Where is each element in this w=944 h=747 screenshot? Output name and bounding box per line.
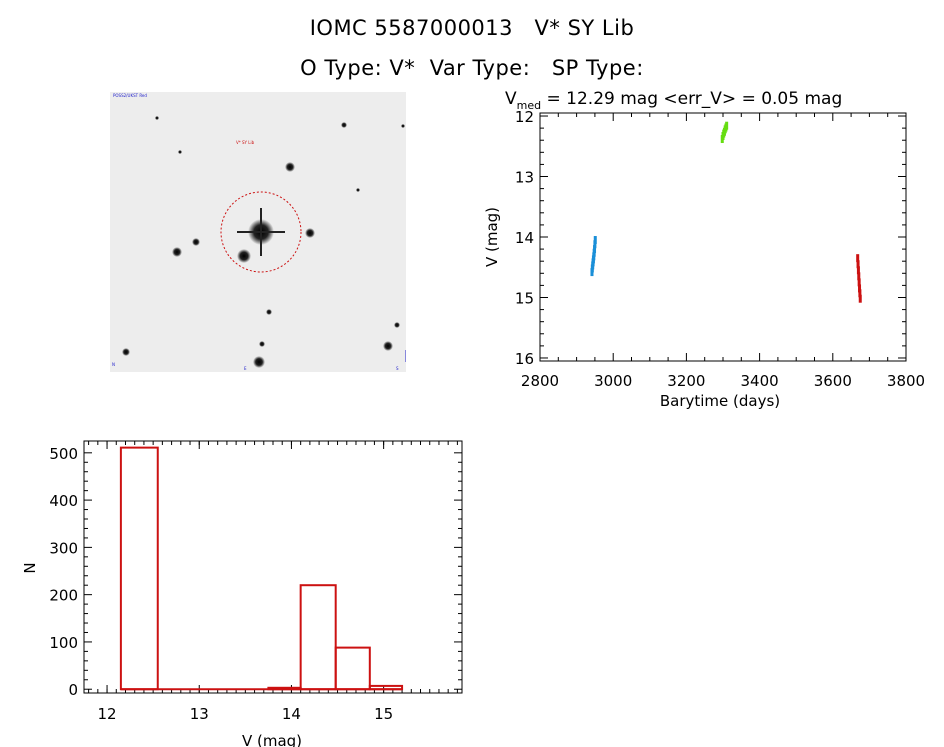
data-point [856,254,860,263]
y-tick-label: 12 [515,108,534,126]
data-point [590,264,594,273]
histogram-bar [368,684,404,691]
y-tick-label: 400 [49,492,78,510]
x-tick-label: 14 [282,705,301,723]
x-axis-label: V (mag) [242,732,302,747]
histogram-bar [119,446,159,691]
series-1 [720,121,729,144]
target-label: V* SY Lib [236,140,255,145]
x-tick-label: 15 [374,705,393,723]
y-tick-label: 100 [49,634,78,652]
plot-frame [539,112,907,362]
y-tick-label: 500 [49,445,78,463]
y-axis-label: V (mag) [483,207,501,267]
data-point [856,266,860,275]
x-tick-label: 3000 [594,372,632,390]
histogram-bar [267,686,302,691]
data-point [721,131,725,140]
object-type-subtitle: O Type: V* Var Type: SP Type: [300,56,644,80]
data-point [593,236,597,245]
data-point [592,248,596,257]
plot-frame [83,440,463,694]
y-tick-label: 16 [515,350,534,368]
data-point [593,245,597,254]
svg-text:E: E [244,366,247,371]
target-aperture-circle [220,191,302,273]
data-point [591,255,595,264]
data-point [858,294,862,303]
y-tick-label: 300 [49,539,78,557]
series-2 [856,254,862,303]
chart-title: IOMC 5587000013 V* SY Lib [309,16,635,40]
x-tick-label: 3600 [814,372,852,390]
diffraction-spikes [237,208,285,256]
data-point [858,289,862,298]
data-point [858,284,862,293]
y-axis-label: N [21,562,39,573]
data-point [723,125,727,134]
data-point [724,123,728,132]
y-tick-label: 0 [68,681,78,699]
x-tick-label: 2800 [521,372,559,390]
x-tick-label: 12 [98,705,117,723]
y-tick-label: 200 [49,587,78,605]
data-point [857,272,861,281]
data-point [722,129,726,138]
sky-image-panel: V* SY Lib POSS2/UKST Red N E S [110,92,406,372]
y-tick-label: 15 [515,289,534,307]
data-point [856,260,860,269]
x-axis-label: Barytime (days) [660,392,780,410]
x-tick-label: 3400 [741,372,779,390]
y-tick-label: 14 [515,229,534,247]
x-tick-label: 3800 [887,372,925,390]
data-point [725,121,729,130]
data-point [592,252,596,261]
data-point [590,268,594,277]
histogram-bar [334,646,371,691]
histogram-bar [299,584,337,691]
svg-text:N: N [112,362,115,367]
data-point [720,135,724,144]
x-tick-label: 13 [190,705,209,723]
data-point [722,127,726,136]
x-tick-label: 3200 [667,372,705,390]
series-0 [590,236,597,277]
data-point [591,261,595,270]
light-curve-header: Vmed = 12.29 mag <err_V> = 0.05 mag [505,89,842,112]
svg-text:S: S [396,366,399,371]
y-tick-label: 13 [515,169,534,187]
data-point [857,278,861,287]
survey-label: POSS2/UKST Red [113,93,147,98]
data-point [591,258,595,267]
data-point [593,240,597,249]
